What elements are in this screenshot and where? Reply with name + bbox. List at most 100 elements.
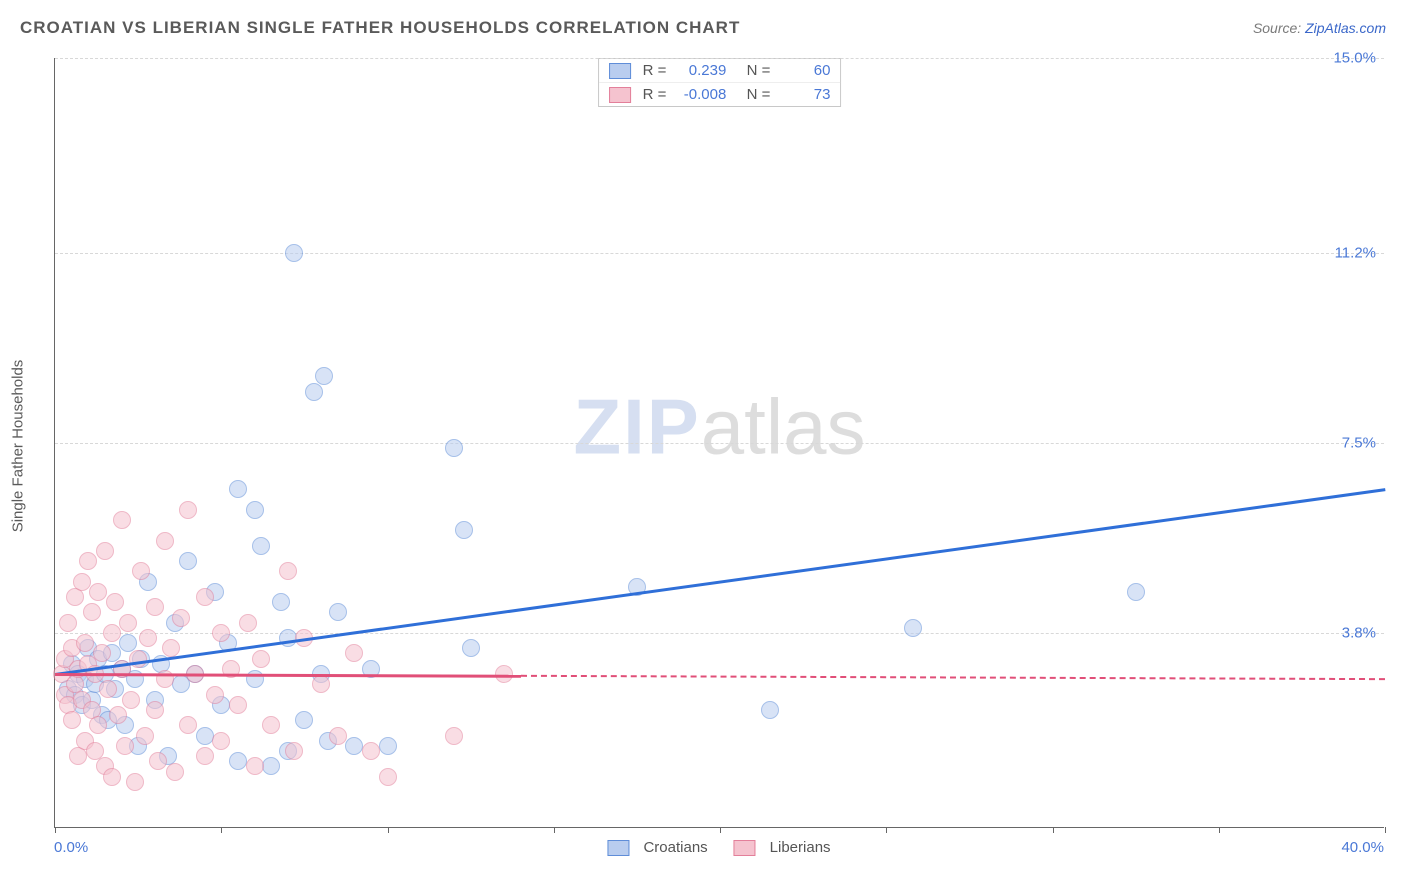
scatter-point-liberians — [166, 763, 184, 781]
scatter-point-liberians — [132, 562, 150, 580]
scatter-point-liberians — [116, 737, 134, 755]
x-tick — [1219, 827, 1220, 833]
scatter-point-liberians — [345, 644, 363, 662]
scatter-point-liberians — [122, 691, 140, 709]
scatter-point-liberians — [362, 742, 380, 760]
scatter-point-liberians — [246, 757, 264, 775]
scatter-point-liberians — [252, 650, 270, 668]
gridline — [55, 443, 1384, 444]
scatter-point-croatians — [445, 439, 463, 457]
scatter-point-liberians — [59, 614, 77, 632]
scatter-point-liberians — [69, 747, 87, 765]
n-value-croatians: 60 — [776, 62, 830, 79]
stats-row-croatians: R = 0.239 N = 60 — [599, 59, 841, 82]
scatter-point-liberians — [73, 573, 91, 591]
source-prefix: Source: — [1253, 20, 1305, 36]
scatter-point-liberians — [96, 542, 114, 560]
y-tick-label: 3.8% — [1342, 624, 1376, 641]
scatter-point-liberians — [239, 614, 257, 632]
scatter-point-liberians — [66, 588, 84, 606]
scatter-point-croatians — [229, 480, 247, 498]
watermark: ZIPatlas — [573, 382, 865, 473]
stats-row-liberians: R = -0.008 N = 73 — [599, 82, 841, 106]
legend-label-croatians: Croatians — [643, 839, 707, 856]
watermark-atlas: atlas — [701, 383, 866, 471]
scatter-point-croatians — [246, 501, 264, 519]
scatter-point-croatians — [904, 619, 922, 637]
x-axis-min-label: 0.0% — [54, 839, 88, 856]
series-legend: Croatians Liberians — [607, 839, 830, 856]
scatter-point-liberians — [63, 711, 81, 729]
scatter-point-liberians — [76, 634, 94, 652]
x-tick — [1053, 827, 1054, 833]
source-link[interactable]: ZipAtlas.com — [1305, 20, 1386, 36]
plot-surface: ZIPatlas R = 0.239 N = 60 R = -0.008 N =… — [54, 58, 1384, 828]
scatter-point-croatians — [229, 752, 247, 770]
scatter-point-liberians — [89, 716, 107, 734]
gridline — [55, 58, 1384, 59]
scatter-point-liberians — [113, 511, 131, 529]
scatter-point-croatians — [1127, 583, 1145, 601]
scatter-point-liberians — [196, 747, 214, 765]
scatter-point-liberians — [156, 532, 174, 550]
scatter-point-croatians — [761, 701, 779, 719]
scatter-point-liberians — [129, 650, 147, 668]
swatch-liberians — [609, 87, 631, 103]
scatter-point-liberians — [206, 686, 224, 704]
scatter-point-croatians — [196, 727, 214, 745]
x-tick — [1385, 827, 1386, 833]
scatter-point-liberians — [146, 701, 164, 719]
scatter-point-liberians — [212, 732, 230, 750]
y-tick-label: 7.5% — [1342, 435, 1376, 452]
scatter-point-liberians — [146, 598, 164, 616]
chart-area: ZIPatlas R = 0.239 N = 60 R = -0.008 N =… — [54, 58, 1384, 828]
y-tick-label: 15.0% — [1333, 50, 1376, 67]
scatter-point-croatians — [279, 629, 297, 647]
scatter-point-liberians — [93, 644, 111, 662]
x-tick — [55, 827, 56, 833]
scatter-point-liberians — [179, 501, 197, 519]
gridline — [55, 253, 1384, 254]
scatter-point-liberians — [312, 675, 330, 693]
source-attribution: Source: ZipAtlas.com — [1253, 20, 1386, 36]
swatch-liberians — [734, 840, 756, 856]
legend-item-croatians: Croatians — [607, 839, 707, 856]
n-label: N = — [747, 62, 771, 79]
scatter-point-croatians — [345, 737, 363, 755]
scatter-point-liberians — [445, 727, 463, 745]
r-label: R = — [643, 62, 667, 79]
stats-legend: R = 0.239 N = 60 R = -0.008 N = 73 — [598, 58, 842, 107]
x-tick — [388, 827, 389, 833]
scatter-point-croatians — [295, 711, 313, 729]
scatter-point-liberians — [329, 727, 347, 745]
scatter-point-liberians — [126, 773, 144, 791]
scatter-point-liberians — [83, 603, 101, 621]
chart-title: CROATIAN VS LIBERIAN SINGLE FATHER HOUSE… — [20, 18, 740, 38]
scatter-point-liberians — [99, 680, 117, 698]
legend-item-liberians: Liberians — [734, 839, 831, 856]
scatter-point-liberians — [279, 562, 297, 580]
scatter-point-croatians — [272, 593, 290, 611]
scatter-point-croatians — [315, 367, 333, 385]
scatter-point-liberians — [379, 768, 397, 786]
scatter-point-croatians — [262, 757, 280, 775]
scatter-point-liberians — [109, 706, 127, 724]
n-value-liberians: 73 — [776, 86, 830, 103]
scatter-point-liberians — [103, 624, 121, 642]
scatter-point-liberians — [229, 696, 247, 714]
r-label: R = — [643, 86, 667, 103]
scatter-point-liberians — [172, 609, 190, 627]
scatter-point-liberians — [262, 716, 280, 734]
r-value-liberians: -0.008 — [672, 86, 726, 103]
scatter-point-liberians — [139, 629, 157, 647]
y-axis-label: Single Father Households — [10, 360, 27, 533]
scatter-point-liberians — [103, 768, 121, 786]
scatter-point-croatians — [252, 537, 270, 555]
scatter-point-liberians — [149, 752, 167, 770]
swatch-croatians — [609, 63, 631, 79]
x-tick — [720, 827, 721, 833]
x-tick — [886, 827, 887, 833]
r-value-croatians: 0.239 — [672, 62, 726, 79]
legend-label-liberians: Liberians — [770, 839, 831, 856]
scatter-point-croatians — [285, 244, 303, 262]
